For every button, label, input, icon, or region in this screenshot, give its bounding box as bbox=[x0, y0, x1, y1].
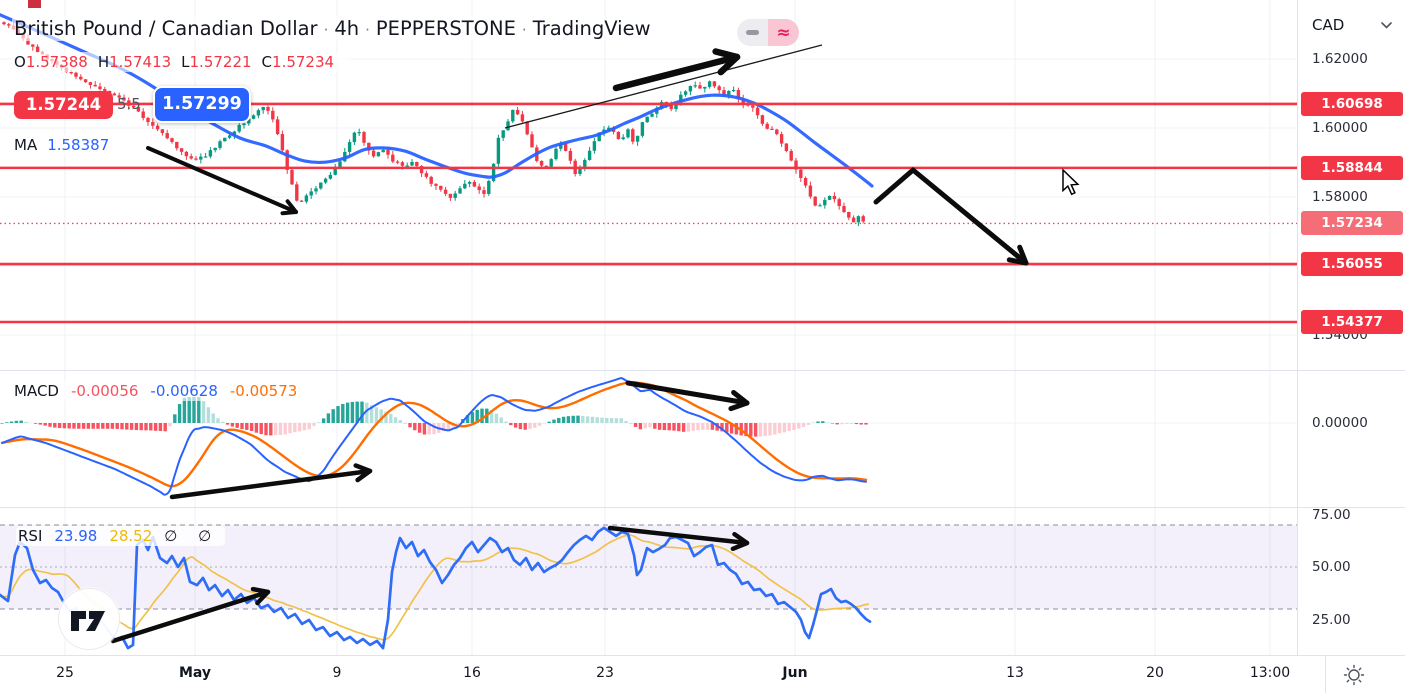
time-axis-label: 25 bbox=[56, 665, 74, 681]
mouse-cursor bbox=[1062, 168, 1080, 196]
rsi-rollover-arrow[interactable] bbox=[607, 525, 750, 546]
price-level-badge: 1.56055 bbox=[1301, 252, 1403, 277]
macd-rollover-arrow[interactable] bbox=[625, 380, 750, 406]
theme-sun-icon[interactable] bbox=[1342, 663, 1366, 687]
price-level-badge: 1.60698 bbox=[1301, 91, 1403, 116]
symbol-title: British Pound / Canadian Dollar bbox=[14, 17, 318, 40]
price-tick-label: 1.62000 bbox=[1312, 51, 1368, 67]
macd-signal-value: -0.00573 bbox=[229, 382, 298, 400]
drawing-price-badge-red[interactable]: 1.57244 bbox=[14, 91, 113, 119]
currency-selector[interactable]: CAD bbox=[1312, 16, 1392, 34]
macd-zero-label: 0.00000 bbox=[1312, 415, 1368, 431]
price-downtrend-arrow-head bbox=[280, 199, 298, 216]
separator-dot: · bbox=[323, 21, 329, 39]
time-axis-label: 20 bbox=[1146, 665, 1164, 681]
macd-uptrend-arrow-head bbox=[353, 463, 373, 483]
trendline[interactable] bbox=[504, 44, 823, 129]
minus-icon bbox=[746, 30, 759, 35]
rsi-tick-label: 25.00 bbox=[1312, 611, 1351, 628]
price-uptrend-arrow-head bbox=[712, 48, 741, 76]
rsi-uptrend-arrow[interactable] bbox=[110, 589, 271, 644]
high-value: 1.57413 bbox=[109, 53, 172, 71]
price-level-badge: 1.58844 bbox=[1301, 155, 1403, 180]
currency-label: CAD bbox=[1312, 16, 1345, 34]
drawing-price-badge-blue[interactable]: 1.57299 bbox=[153, 86, 251, 123]
legend-toggle-pills: ≈ bbox=[737, 19, 799, 46]
time-axis-label: 16 bbox=[463, 665, 481, 681]
rsi-uptrend-arrow-head bbox=[250, 586, 271, 606]
ma-value: 1.58387 bbox=[47, 136, 110, 154]
separator-dot: · bbox=[521, 21, 527, 39]
low-value: 1.57221 bbox=[189, 53, 252, 71]
chevron-down-icon bbox=[1381, 21, 1392, 29]
tradingview-logo-glyph bbox=[71, 611, 105, 631]
close-label: C bbox=[261, 53, 273, 71]
grid-lines bbox=[0, 0, 1297, 655]
broker-label: PEPPERSTONE bbox=[375, 17, 516, 40]
time-axis-label: 9 bbox=[332, 665, 342, 681]
time-axis-label: 13 bbox=[1006, 665, 1024, 681]
time-axis-label: 13:00 bbox=[1249, 665, 1291, 681]
time-axis-label: 23 bbox=[596, 665, 614, 681]
drawing-annotations[interactable] bbox=[110, 44, 1029, 644]
macd-line-value: -0.00628 bbox=[150, 382, 218, 400]
price-uptrend-arrow[interactable] bbox=[612, 53, 741, 92]
close-value: 1.57234 bbox=[272, 53, 335, 71]
chart-canvas[interactable] bbox=[0, 0, 1297, 655]
approx-toggle-button[interactable]: ≈ bbox=[768, 19, 799, 46]
macd-legend[interactable]: MACD -0.00056 -0.00628 -0.00573 bbox=[12, 381, 304, 401]
price-level-badge: 1.54377 bbox=[1301, 309, 1403, 334]
time-axis[interactable]: 25 May 9 16 23 Jun 13 20 13:00 bbox=[0, 655, 1405, 693]
symbol-legend[interactable]: British Pound / Canadian Dollar · 4h · PEPPE… bbox=[12, 16, 657, 41]
macd-rollover-arrow-head bbox=[728, 390, 750, 412]
macd-uptrend-arrow[interactable] bbox=[169, 468, 373, 500]
price-pane[interactable] bbox=[0, 13, 874, 227]
tradingview-logo[interactable] bbox=[58, 588, 120, 650]
price-tick-label: 1.58000 bbox=[1312, 189, 1368, 205]
rsi-rollover-arrow-head bbox=[730, 531, 750, 552]
ohlc-readout: O1.57388 H1.57413 L1.57221 C1.57234 bbox=[12, 52, 351, 72]
open-label: O bbox=[14, 53, 26, 71]
pane-separator bbox=[1298, 507, 1405, 508]
price-tick-label: 1.60000 bbox=[1312, 120, 1368, 136]
ma-label: MA bbox=[14, 136, 38, 154]
current-price-badge: 1.57234 bbox=[1301, 211, 1403, 236]
rsi-tick-label: 50.00 bbox=[1312, 559, 1351, 575]
approx-icon: ≈ bbox=[776, 22, 791, 43]
clipped-candle-fragment bbox=[28, 0, 41, 8]
macd-label: MACD bbox=[14, 382, 59, 400]
price-scale[interactable]: CAD 1.62000 1.60000 1.58000 1.54000 0.00000 7… bbox=[1297, 0, 1405, 655]
time-axis-label: Jun bbox=[782, 665, 808, 681]
axis-separator bbox=[1325, 656, 1326, 693]
rsi-value: 23.98 bbox=[54, 527, 98, 545]
rsi-label: RSI bbox=[18, 527, 43, 545]
rsi-ma-value: 28.52 bbox=[109, 527, 153, 545]
rsi-legend[interactable]: RSI 23.98 28.52 ∅ ∅ bbox=[16, 526, 226, 546]
price-projection-arrow[interactable] bbox=[873, 167, 1029, 266]
drawing-measure-value: 5.5 bbox=[117, 95, 141, 113]
ma-legend[interactable]: MA 1.58387 bbox=[12, 135, 116, 155]
price-downtrend-arrow[interactable] bbox=[146, 146, 298, 214]
hide-drawings-button[interactable] bbox=[737, 19, 768, 46]
price-projection-arrow-head bbox=[1006, 244, 1029, 266]
rsi-empty-set-symbols: ∅ ∅ bbox=[164, 527, 220, 545]
platform-label: TradingView bbox=[532, 17, 651, 40]
time-axis-label: May bbox=[178, 665, 212, 681]
high-label: H bbox=[97, 53, 110, 71]
timeframe-label: 4h bbox=[334, 17, 360, 40]
open-value: 1.57388 bbox=[25, 53, 88, 71]
rsi-tick-label: 75.00 bbox=[1312, 506, 1351, 523]
pane-separator bbox=[1298, 370, 1405, 371]
macd-pane[interactable] bbox=[0, 377, 868, 496]
separator-dot: · bbox=[365, 21, 370, 39]
low-label: L bbox=[181, 53, 190, 71]
macd-hist-value: -0.00056 bbox=[70, 382, 139, 400]
